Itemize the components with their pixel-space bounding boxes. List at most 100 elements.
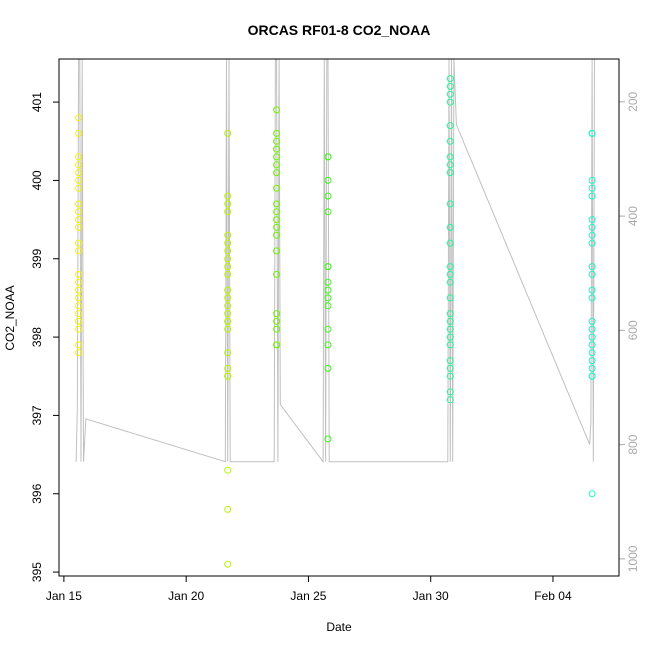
data-point	[273, 129, 281, 137]
data-point	[224, 255, 232, 263]
data-point	[588, 270, 596, 278]
data-point	[75, 278, 83, 286]
data-point	[75, 349, 83, 357]
scatter-points-layer	[75, 75, 596, 568]
data-point	[273, 106, 281, 114]
data-point	[588, 176, 596, 184]
data-point	[588, 357, 596, 365]
data-point	[75, 114, 83, 122]
y2-tick-label: 800	[626, 434, 640, 454]
data-point	[273, 161, 281, 169]
data-point	[446, 75, 454, 83]
y2-tick-label: 400	[626, 206, 640, 226]
data-point	[446, 325, 454, 333]
data-point	[446, 82, 454, 90]
data-point	[446, 357, 454, 365]
data-point	[273, 200, 281, 208]
data-point	[224, 208, 232, 216]
data-point	[224, 560, 232, 568]
data-point	[588, 263, 596, 271]
x-tick-label: Jan 30	[413, 589, 449, 603]
data-point	[446, 364, 454, 372]
data-point	[75, 317, 83, 325]
data-point	[273, 325, 281, 333]
data-point	[588, 317, 596, 325]
data-point	[588, 216, 596, 224]
data-point	[224, 325, 232, 333]
data-point	[324, 192, 332, 200]
data-point	[588, 325, 596, 333]
data-point	[588, 294, 596, 302]
data-point	[588, 364, 596, 372]
data-point	[224, 310, 232, 318]
data-point	[446, 372, 454, 380]
plot-frame	[58, 58, 620, 577]
data-point	[588, 341, 596, 349]
data-point	[324, 208, 332, 216]
data-point	[446, 200, 454, 208]
data-point	[446, 388, 454, 396]
data-point	[75, 286, 83, 294]
data-point	[324, 341, 332, 349]
data-point	[224, 286, 232, 294]
data-point	[446, 98, 454, 106]
data-point	[446, 294, 454, 302]
x-tick-label: Jan 25	[290, 589, 326, 603]
data-point	[324, 176, 332, 184]
data-point	[224, 317, 232, 325]
data-point	[75, 176, 83, 184]
data-point	[588, 129, 596, 137]
data-point	[273, 317, 281, 325]
data-point	[75, 216, 83, 224]
data-point	[588, 349, 596, 357]
data-point	[273, 216, 281, 224]
data-point	[324, 286, 332, 294]
data-point	[224, 270, 232, 278]
data-point	[273, 145, 281, 153]
data-point	[224, 263, 232, 271]
data-point	[273, 208, 281, 216]
data-point	[446, 263, 454, 271]
data-point	[224, 349, 232, 357]
y-tick-label: 395	[30, 562, 44, 582]
y-tick-label: 400	[30, 170, 44, 190]
data-point	[224, 192, 232, 200]
data-point	[324, 263, 332, 271]
data-point	[446, 396, 454, 404]
y2-tick-label: 1000	[626, 545, 640, 572]
data-point	[75, 302, 83, 310]
data-point	[224, 505, 232, 513]
y-tick-label: 399	[30, 248, 44, 268]
data-point	[446, 341, 454, 349]
data-point	[588, 192, 596, 200]
y-axis-label: CO2_NOAA	[3, 285, 17, 350]
secondary-series-line	[75, 58, 596, 464]
data-point	[75, 247, 83, 255]
data-point	[273, 223, 281, 231]
secondary-line-layer	[75, 58, 596, 464]
data-point	[75, 239, 83, 247]
data-point	[273, 341, 281, 349]
data-point	[588, 184, 596, 192]
data-point	[446, 333, 454, 341]
data-point	[446, 169, 454, 177]
x-axis-label: Date	[326, 620, 352, 634]
data-point	[75, 294, 83, 302]
data-point	[224, 466, 232, 474]
data-point	[588, 286, 596, 294]
data-point	[224, 364, 232, 372]
chart-title: ORCAS RF01-8 CO2_NOAA	[248, 22, 431, 38]
data-point	[446, 310, 454, 318]
data-point	[446, 137, 454, 145]
data-point	[273, 153, 281, 161]
data-point	[446, 223, 454, 231]
y-tick-label: 396	[30, 483, 44, 503]
x-tick-label: Jan 20	[168, 589, 204, 603]
data-point	[446, 278, 454, 286]
data-point	[324, 153, 332, 161]
data-point	[75, 200, 83, 208]
data-point	[446, 153, 454, 161]
data-point	[273, 184, 281, 192]
y-tick-label: 398	[30, 327, 44, 347]
axes-layer: Jan 15 Jan 20 Jan 25 Jan 30 Feb 04 395 396 397 3…	[30, 92, 640, 603]
